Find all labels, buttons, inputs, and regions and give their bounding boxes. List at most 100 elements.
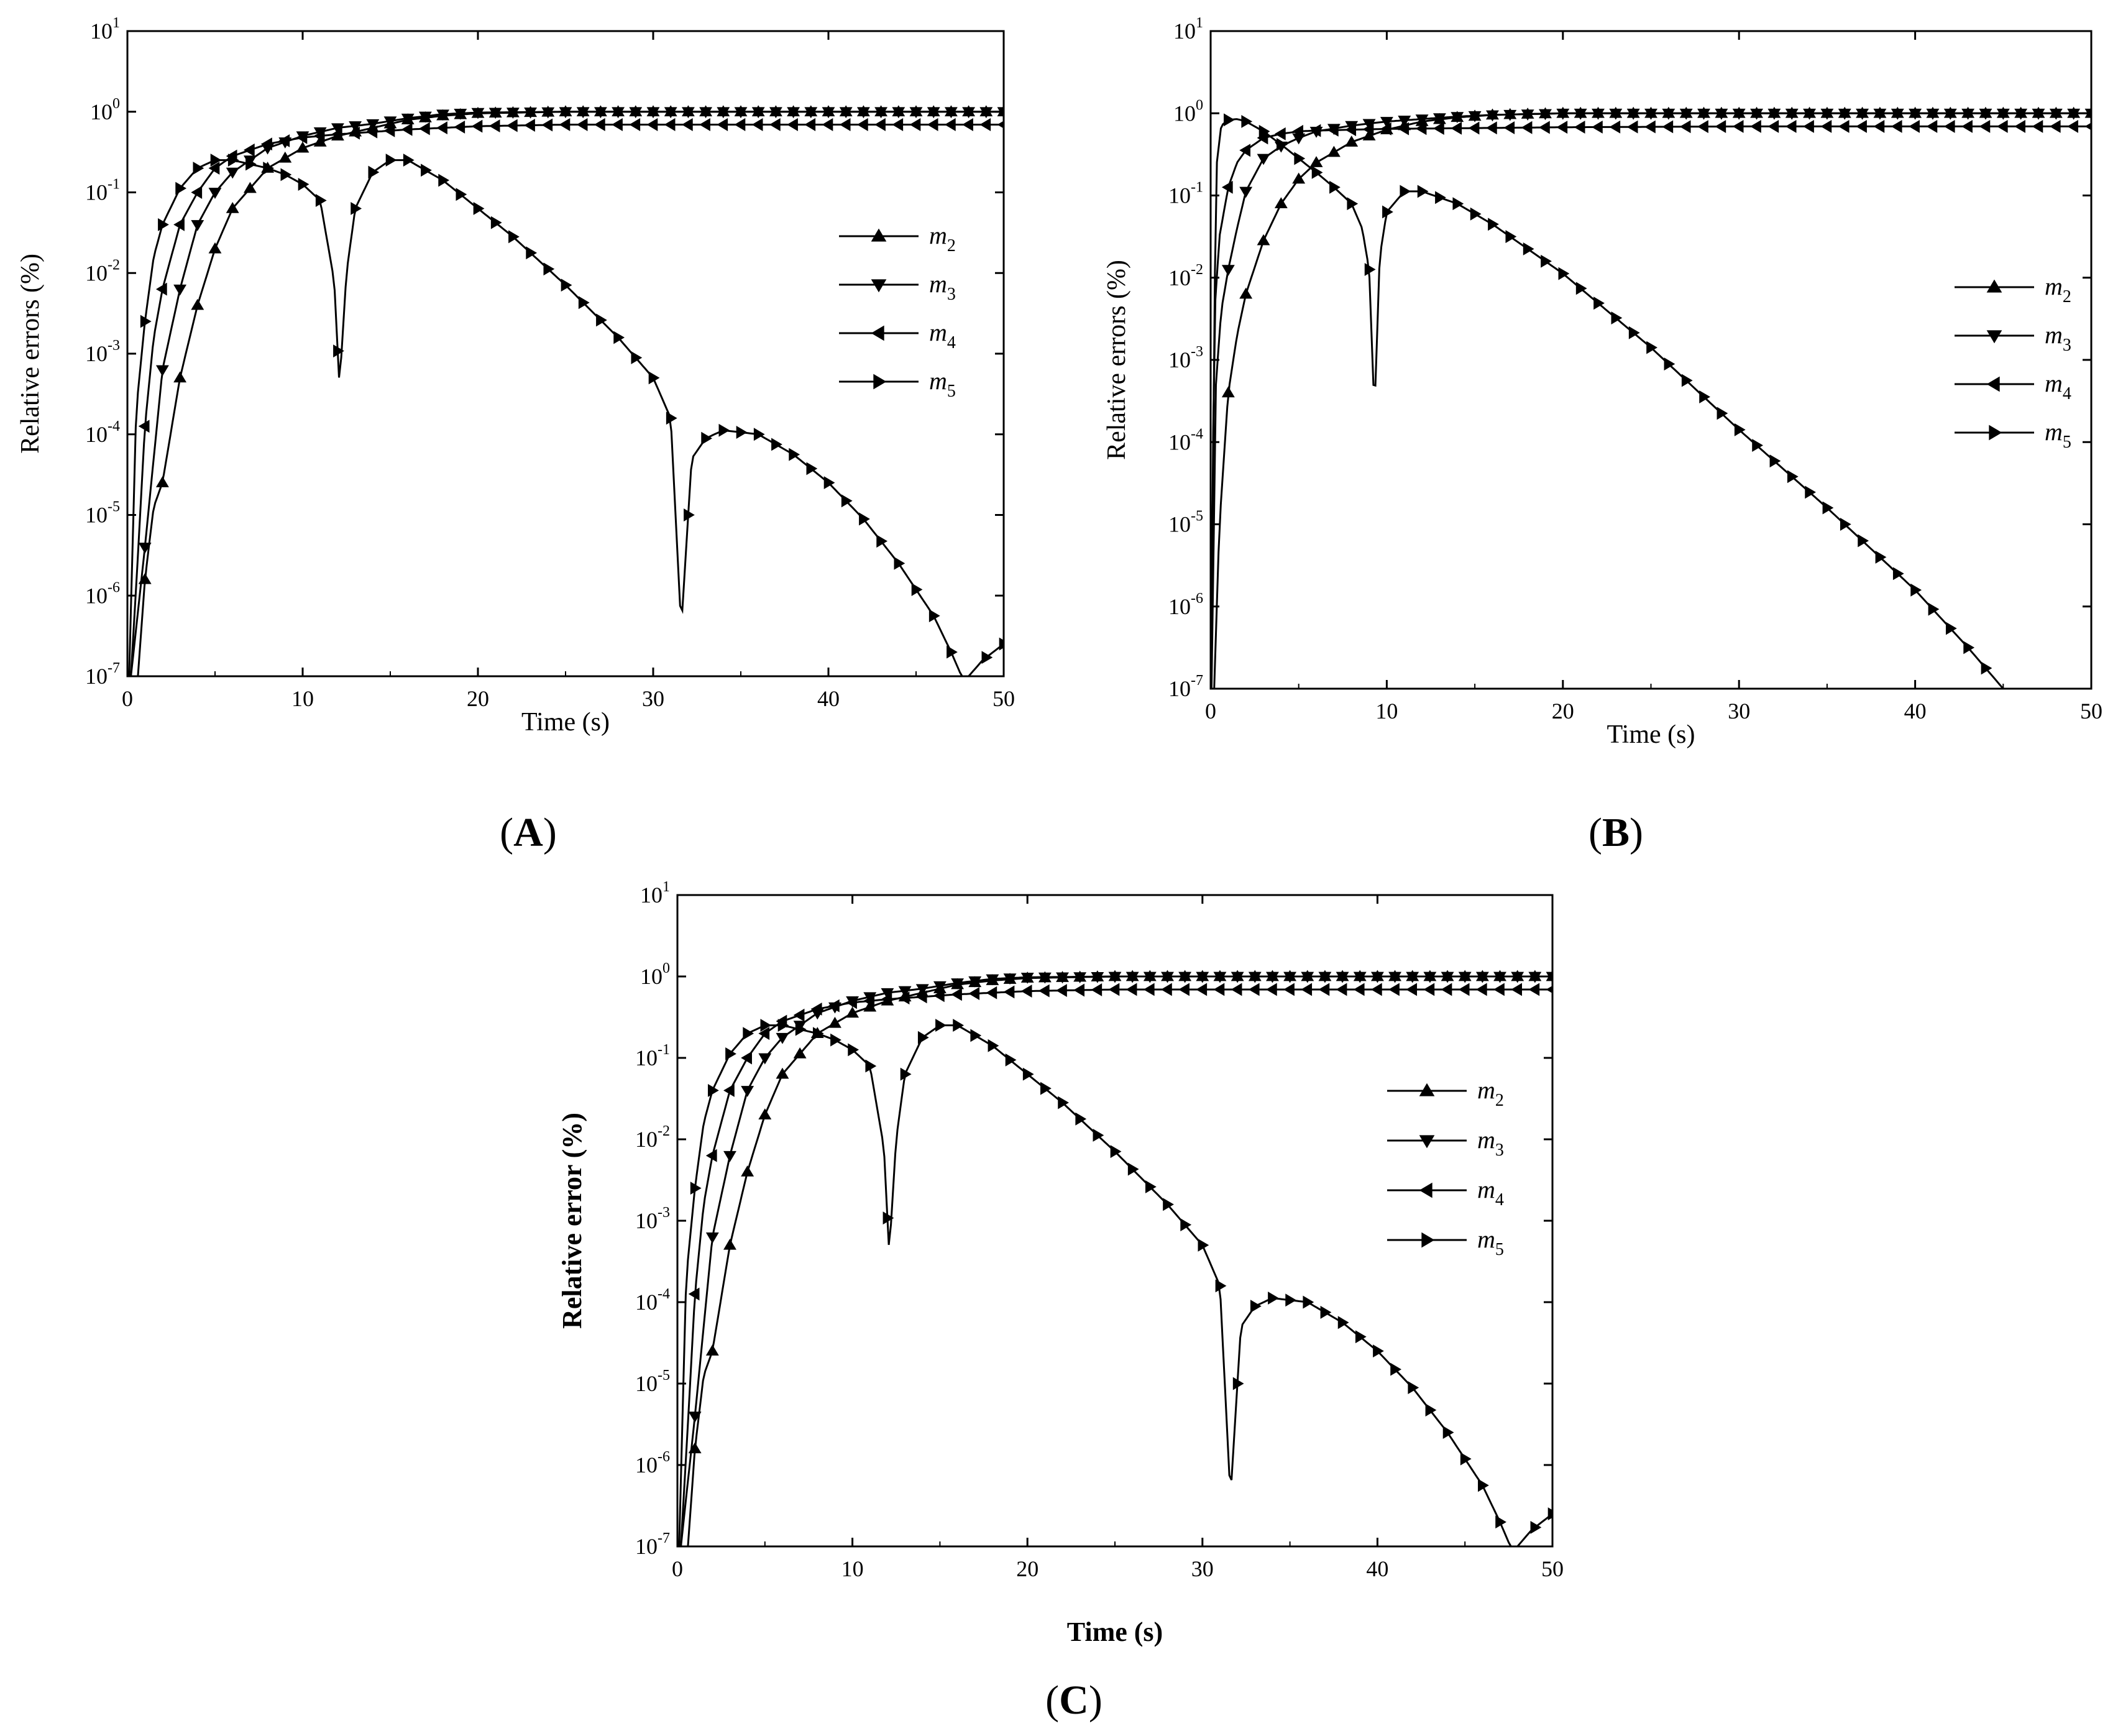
data-point-m3 [1248,971,1262,983]
data-point-m3 [874,107,888,119]
data-point-m3 [1056,972,1069,984]
data-point-m4 [1451,121,1462,135]
data-point-m5 [333,344,344,358]
data-point-m4 [138,420,150,433]
data-point-m5 [613,331,625,344]
x-tick-label: 50 [2080,699,2102,723]
data-point-m3 [1732,108,1746,120]
data-point-m3 [1178,971,1192,983]
data-point-m3 [1803,108,1817,120]
data-point-m3 [173,284,187,296]
data-point-m3 [1979,108,1992,120]
data-point-m3 [1091,971,1104,983]
data-point-m3 [1441,971,1454,983]
data-point-m3 [705,1232,719,1244]
data-point-m3 [191,220,204,231]
legend-label-m4: m4 [929,318,956,352]
y-tick-label: 10-5 [85,499,120,528]
data-point-m3 [1838,108,1851,120]
data-point-m4 [1327,123,1339,137]
data-point-m3 [1433,113,1446,124]
data-point-m5 [771,438,782,451]
data-point-m5 [1611,311,1623,325]
y-tick-label: 10-3 [635,1205,670,1233]
x-tick-label: 30 [642,686,664,711]
x-axis-title: Time (s) [1607,720,1695,749]
data-point-m3 [997,107,1004,119]
data-point-m3 [1873,108,1887,120]
data-point-m4 [296,131,308,144]
data-point-m4 [1468,121,1480,135]
data-point-m3 [1574,108,1587,120]
data-point-m4 [1038,984,1050,998]
y-tick-label: 10-6 [635,1449,670,1477]
data-point-m4 [243,143,255,157]
data-point-m5 [298,178,309,191]
series-line-m2 [1213,112,2091,689]
panel-label-a: (A) [500,810,557,855]
data-point-m5 [1400,185,1411,198]
legend-label-m5: m5 [1477,1225,1504,1259]
data-point-m3 [1539,109,1552,121]
data-point-m4 [155,282,167,296]
data-point-m5 [1769,454,1781,468]
data-point-m4 [1213,983,1225,996]
data-point-m5 [935,1019,947,1032]
y-tick-label: 10-5 [1168,508,1203,537]
data-point-m5 [456,188,467,201]
data-point-m5 [227,154,239,167]
data-point-m3 [541,107,555,119]
data-point-m3 [962,107,976,119]
data-point-m5 [1646,341,1657,354]
data-point-m3 [1423,971,1437,983]
data-point-m3 [892,107,905,119]
data-point-m4 [1732,119,1744,133]
data-point-m3 [418,111,432,123]
data-point-m3 [688,1412,702,1423]
data-point-m4 [208,162,220,175]
data-point-m5 [1093,1129,1104,1142]
data-point-m4 [968,987,980,1000]
data-point-m4 [962,118,973,131]
data-point-m5 [1858,534,1869,548]
data-point-m4 [758,1027,770,1040]
x-tick-label: 0 [1205,699,1216,723]
data-point-m4 [734,118,746,131]
y-tick-label: 100 [90,96,120,124]
data-point-m4 [839,118,851,131]
panel-a: 0 10 20 30 40 50 10-7 10-6 10-5 10-4 10-3 10-2 10-1 1… [16,15,1015,737]
data-point-m4 [1943,119,1955,133]
data-point-m4 [541,118,553,132]
data-point-m3 [1996,108,2010,120]
x-tick-label: 40 [1366,1556,1388,1581]
data-point-m3 [1336,971,1349,983]
data-point-m5 [718,423,730,437]
data-point-m3 [1458,971,1472,983]
data-point-m3 [1038,972,1052,984]
data-point-m4 [1996,119,2008,133]
series-line-m2 [137,111,1004,676]
data-point-m4 [1873,119,1885,133]
data-point-m3 [226,167,239,179]
legend-marker-m2 [871,228,887,242]
data-point-m2 [313,135,327,147]
data-point-m5 [210,154,222,167]
x-tick-label: 0 [672,1556,683,1581]
data-point-m3 [2084,108,2091,120]
data-point-m5 [1408,1381,1419,1394]
data-point-m5 [1664,357,1676,371]
data-point-m5 [1180,1218,1192,1231]
data-point-m5 [1752,439,1763,452]
data-point-m5 [438,173,450,187]
data-point-m3 [1785,108,1799,120]
data-point-m5 [1717,406,1728,420]
data-point-m4 [741,1051,752,1065]
data-point-m2 [1362,129,1376,140]
legend-label-m4: m4 [1477,1175,1504,1210]
y-tick-label: 10-6 [1168,590,1203,619]
data-point-m5 [1337,1316,1349,1330]
data-point-m5 [1320,1305,1332,1319]
data-point-m3 [1546,971,1552,983]
data-point-m5 [684,508,695,521]
data-point-m3 [1301,971,1314,983]
